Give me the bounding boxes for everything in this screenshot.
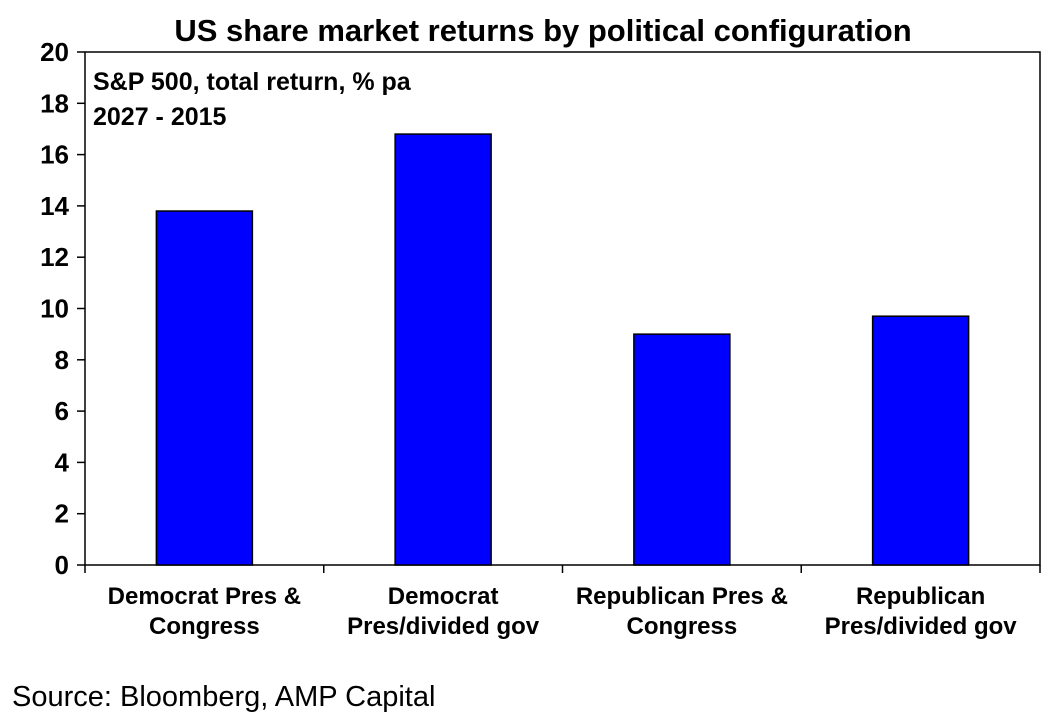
- bar: [155, 210, 254, 566]
- x-category-label: Republican Pres & Congress: [576, 583, 788, 640]
- y-tick-label: 14: [40, 191, 69, 221]
- x-category-label-line: Congress: [149, 613, 260, 640]
- bar: [394, 133, 492, 566]
- x-category-label: Democrat Pres/divided gov: [347, 583, 540, 640]
- chart-title: US share market returns by political con…: [174, 13, 911, 48]
- x-category-label-line: Democrat Pres &: [108, 583, 301, 610]
- y-tick-label: 16: [40, 140, 69, 170]
- y-tick-label: 10: [40, 294, 69, 324]
- subtitle-line-2: 2027 - 2015: [93, 103, 227, 131]
- x-category-label-line: Republican: [856, 583, 985, 610]
- x-category-label-line: Pres/divided gov: [347, 613, 540, 640]
- bar: [871, 315, 970, 566]
- y-tick-label: 4: [55, 447, 70, 477]
- y-tick-label: 0: [55, 550, 69, 580]
- x-category-label-line: Congress: [627, 613, 738, 640]
- y-tick-label: 18: [40, 88, 69, 118]
- x-axis: Democrat Pres & Congress Democrat Pres/divi…: [84, 565, 1041, 640]
- y-axis: 0 2 4 6 8 10 12 14 16 18 20: [40, 37, 85, 580]
- y-tick-label: 2: [55, 499, 69, 529]
- y-tick-label: 20: [40, 37, 69, 67]
- subtitle-line-1: S&P 500, total return, % pa: [93, 68, 412, 96]
- bar: [633, 333, 731, 566]
- x-category-label-line: Republican Pres &: [576, 583, 788, 610]
- y-tick-label: 8: [55, 345, 69, 375]
- y-tick-label: 6: [55, 396, 69, 426]
- x-category-label-line: Democrat: [388, 583, 499, 610]
- bars: [155, 133, 970, 566]
- x-category-label-line: Pres/divided gov: [825, 613, 1018, 640]
- x-category-label: Republican Pres/divided gov: [825, 583, 1018, 640]
- y-tick-label: 12: [40, 242, 69, 272]
- x-category-label: Democrat Pres & Congress: [108, 583, 301, 640]
- source-note: Source: Bloomberg, AMP Capital: [12, 681, 435, 713]
- chart-subtitle: S&P 500, total return, % pa 2027 - 2015: [93, 68, 412, 131]
